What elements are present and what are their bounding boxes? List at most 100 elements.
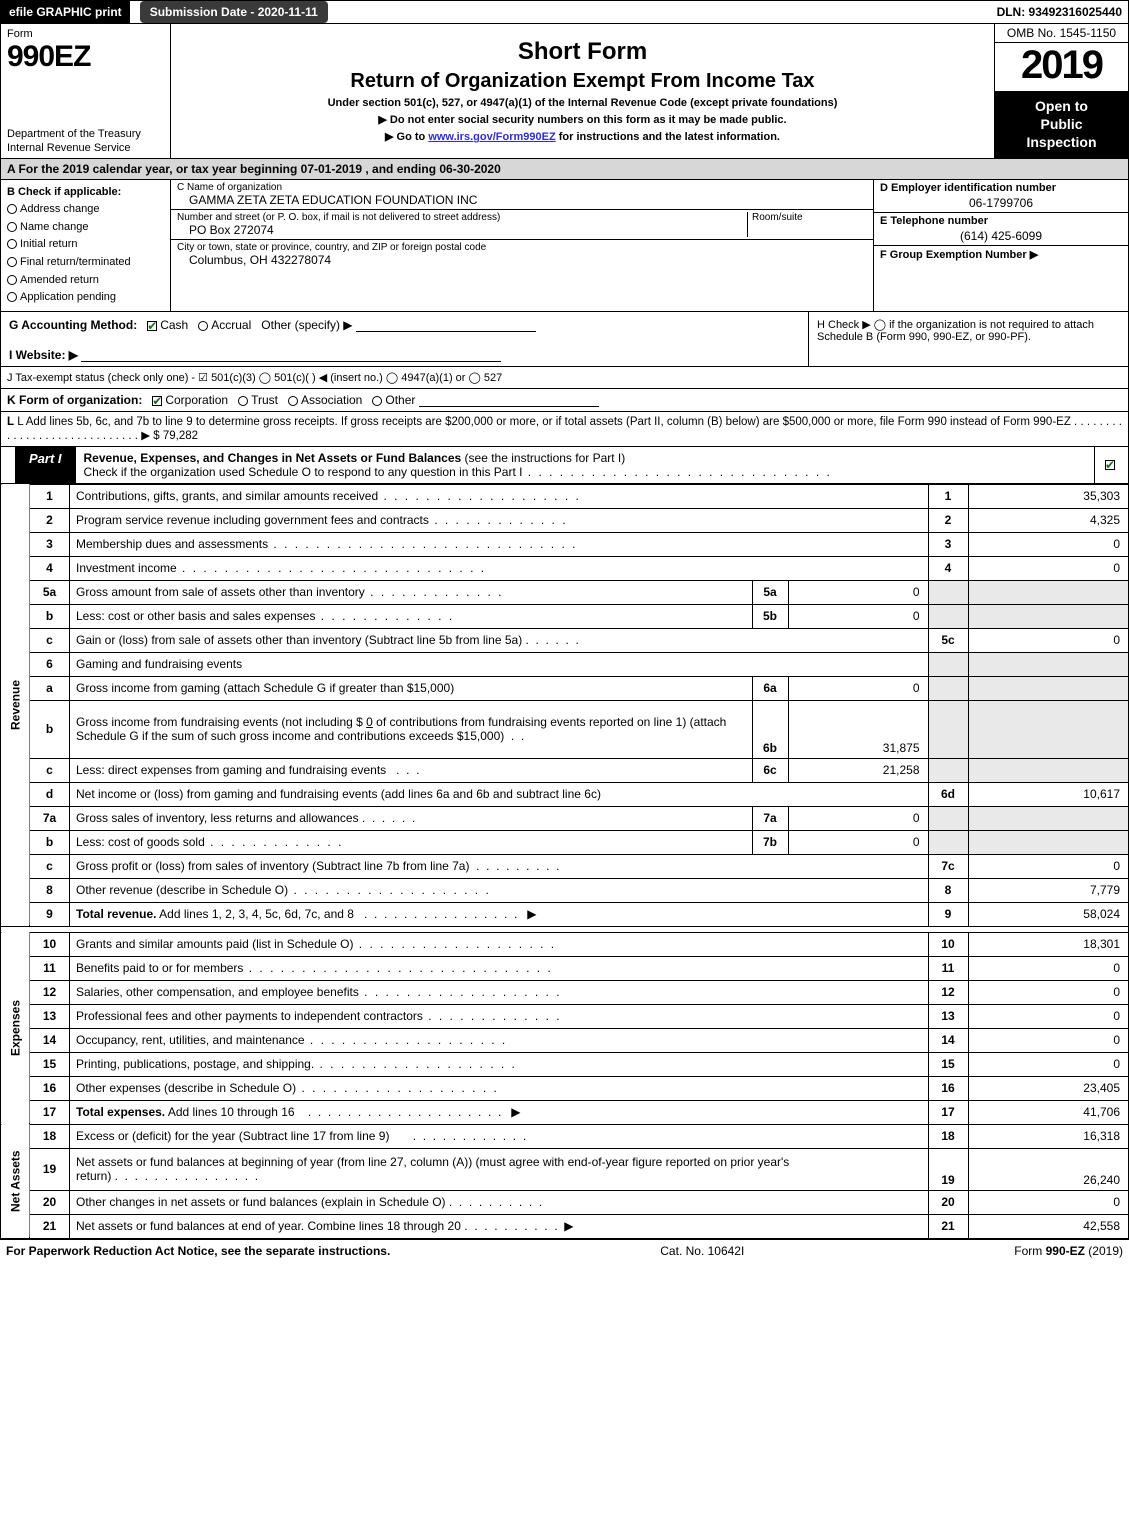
org-address: PO Box 272074 <box>177 223 747 237</box>
form-of-org-row: K Form of organization: Corporation Trus… <box>1 389 1128 412</box>
line-6c-mv: 21,258 <box>788 758 928 782</box>
line-13-no: 13 <box>30 1004 70 1028</box>
line-7c-no: c <box>30 854 70 878</box>
line-6c-no: c <box>30 758 70 782</box>
check-applicable-block: B Check if applicable: Address change Na… <box>1 180 171 311</box>
line-14: 14 Occupancy, rent, utilities, and maint… <box>1 1028 1128 1052</box>
line-6: 6 Gaming and fundraising events <box>1 652 1128 676</box>
section-g-block: G Accounting Method: Cash Accrual Other … <box>1 312 808 366</box>
line-7b-desc: Less: cost of goods sold <box>76 835 343 849</box>
checkbox-cash[interactable] <box>147 321 157 331</box>
line-6d-desc: Net income or (loss) from gaming and fun… <box>76 787 601 801</box>
website-input[interactable] <box>81 349 501 362</box>
line-5c-desc: Gain or (loss) from sale of assets other… <box>76 633 522 647</box>
line-1-rn: 1 <box>928 484 968 508</box>
line-17: 17 Total expenses. Add lines 10 through … <box>1 1100 1128 1124</box>
label-city: City or town, state or province, country… <box>177 242 867 253</box>
checkbox-corporation[interactable] <box>152 396 162 406</box>
line-15-desc: Printing, publications, postage, and shi… <box>76 1057 517 1071</box>
line-7b-mb: 7b <box>752 830 788 854</box>
checkbox-association[interactable] <box>288 396 298 406</box>
line-9-rn: 9 <box>928 902 968 926</box>
line-1-no: 1 <box>30 484 70 508</box>
line-13-desc: Professional fees and other payments to … <box>76 1009 562 1023</box>
line-9-amt: 58,024 <box>968 902 1128 926</box>
label-amended-return: Amended return <box>20 274 99 286</box>
line-6a-amt-shade <box>968 676 1128 700</box>
checkbox-final-return[interactable] <box>7 257 17 267</box>
line-7a-mb: 7a <box>752 806 788 830</box>
checkbox-other-org[interactable] <box>372 396 382 406</box>
checkbox-trust[interactable] <box>238 396 248 406</box>
line-7c-rn: 7c <box>928 854 968 878</box>
dln-label: DLN: 93492316025440 <box>997 5 1128 19</box>
page-footer: For Paperwork Reduction Act Notice, see … <box>0 1240 1129 1262</box>
label-application-pending: Application pending <box>20 291 116 303</box>
phone-value: (614) 425-6099 <box>880 227 1122 243</box>
label-phone: E Telephone number <box>880 215 988 227</box>
line-6c-rn-shade <box>928 758 968 782</box>
other-method-input[interactable] <box>356 319 536 332</box>
part1-title: Revenue, Expenses, and Changes in Net As… <box>76 447 1094 483</box>
line-2-desc: Program service revenue including govern… <box>76 513 568 527</box>
checkbox-amended-return[interactable] <box>7 275 17 285</box>
line-11: 11 Benefits paid to or for members 11 0 <box>1 956 1128 980</box>
irs-link[interactable]: www.irs.gov/Form990EZ <box>428 131 555 143</box>
line-8-no: 8 <box>30 878 70 902</box>
section-l-text: L Add lines 5b, 6c, and 7b to line 9 to … <box>17 416 1071 428</box>
checkbox-accrual[interactable] <box>198 321 208 331</box>
line-19-desc: Net assets or fund balances at beginning… <box>76 1155 789 1183</box>
line-4-amt: 0 <box>968 556 1128 580</box>
line-17-rn: 17 <box>928 1100 968 1124</box>
tax-period-row: A For the 2019 calendar year, or tax yea… <box>1 159 1128 180</box>
line-6-amt-shade <box>968 652 1128 676</box>
department-label: Department of the Treasury Internal Reve… <box>7 128 164 156</box>
line-6c-amt-shade <box>968 758 1128 782</box>
line-19: 19 Net assets or fund balances at beginn… <box>1 1148 1128 1190</box>
line-19-amt: 26,240 <box>968 1148 1128 1190</box>
form-meta-block: OMB No. 1545-1150 2019 Open to Public In… <box>994 24 1128 158</box>
line-7b-no: b <box>30 830 70 854</box>
form-id-block: Form 990EZ Department of the Treasury In… <box>1 24 171 158</box>
efile-print-button[interactable]: efile GRAPHIC print <box>1 1 130 23</box>
line-7b-mv: 0 <box>788 830 928 854</box>
line-19-rn: 19 <box>928 1148 968 1190</box>
line-13: 13 Professional fees and other payments … <box>1 1004 1128 1028</box>
line-1: Revenue 1 Contributions, gifts, grants, … <box>1 484 1128 508</box>
checkbox-application-pending[interactable] <box>7 292 17 302</box>
line-4-no: 4 <box>30 556 70 580</box>
line-6b-rn-shade <box>928 700 968 758</box>
goto-notice: ▶ Go to www.irs.gov/Form990EZ for instru… <box>179 130 986 143</box>
line-6b-mv: 31,875 <box>788 700 928 758</box>
line-4-desc: Investment income <box>76 561 486 575</box>
part1-subtitle: (see the instructions for Part I) <box>465 451 626 465</box>
checkbox-address-change[interactable] <box>7 204 17 214</box>
other-org-input[interactable] <box>419 394 599 407</box>
line-1-desc: Contributions, gifts, grants, and simila… <box>76 489 581 503</box>
form-frame: Form 990EZ Department of the Treasury In… <box>0 24 1129 1240</box>
line-2-no: 2 <box>30 508 70 532</box>
line-10-desc: Grants and similar amounts paid (list in… <box>76 937 556 951</box>
line-3-amt: 0 <box>968 532 1128 556</box>
line-9-no: 9 <box>30 902 70 926</box>
line-5b-no: b <box>30 604 70 628</box>
part1-header: Part I Revenue, Expenses, and Changes in… <box>1 446 1128 484</box>
footer-right: Form 990-EZ (2019) <box>1014 1244 1123 1258</box>
line-2-rn: 2 <box>928 508 968 532</box>
checkbox-initial-return[interactable] <box>7 239 17 249</box>
line-18-no: 18 <box>30 1124 70 1148</box>
line-13-rn: 13 <box>928 1004 968 1028</box>
line-4-rn: 4 <box>928 556 968 580</box>
line-11-amt: 0 <box>968 956 1128 980</box>
line-16: 16 Other expenses (describe in Schedule … <box>1 1076 1128 1100</box>
line-20-no: 20 <box>30 1190 70 1214</box>
part1-schedule-o-check[interactable] <box>1094 447 1128 483</box>
line-14-no: 14 <box>30 1028 70 1052</box>
line-7a-no: 7a <box>30 806 70 830</box>
checkbox-name-change[interactable] <box>7 222 17 232</box>
part1-table: Revenue 1 Contributions, gifts, grants, … <box>1 484 1128 1239</box>
line-14-rn: 14 <box>928 1028 968 1052</box>
label-group-exemption: F Group Exemption Number ▶ <box>880 249 1038 261</box>
label-corporation: Corporation <box>165 393 228 407</box>
line-6a-no: a <box>30 676 70 700</box>
